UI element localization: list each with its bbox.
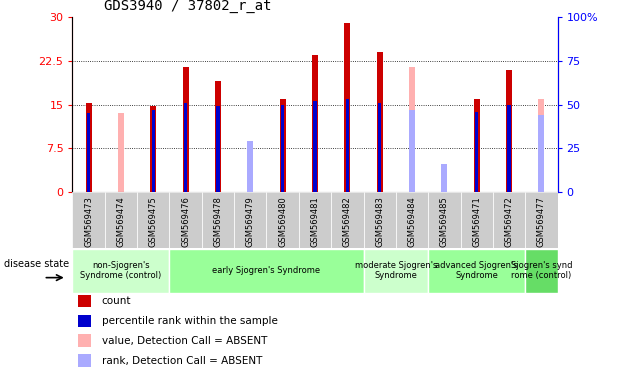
Text: non-Sjogren's
Syndrome (control): non-Sjogren's Syndrome (control) <box>81 261 161 280</box>
Bar <box>152 110 155 192</box>
Bar <box>312 55 318 192</box>
Bar <box>539 99 544 192</box>
Bar <box>377 52 382 192</box>
Text: GSM569485: GSM569485 <box>440 197 449 247</box>
Bar <box>346 99 349 192</box>
Bar <box>461 192 493 248</box>
Text: GSM569482: GSM569482 <box>343 197 352 247</box>
Bar <box>118 113 124 192</box>
Text: GSM569481: GSM569481 <box>311 197 319 247</box>
Bar <box>248 146 253 192</box>
Text: value, Detection Call = ABSENT: value, Detection Call = ABSENT <box>101 336 267 346</box>
Bar <box>77 295 91 307</box>
Bar <box>442 180 447 192</box>
Text: disease state: disease state <box>4 259 69 269</box>
Bar <box>378 103 381 192</box>
Bar <box>77 334 91 347</box>
Text: GSM569471: GSM569471 <box>472 197 481 247</box>
Bar <box>428 192 461 248</box>
Bar <box>525 248 558 293</box>
Bar <box>169 192 202 248</box>
Bar <box>105 192 137 248</box>
Text: advanced Sjogren's
Syndrome: advanced Sjogren's Syndrome <box>435 261 518 280</box>
Bar <box>151 106 156 192</box>
Bar <box>183 67 188 192</box>
Bar <box>86 103 91 192</box>
Bar <box>169 248 364 293</box>
Bar <box>442 164 447 192</box>
Bar <box>345 23 350 192</box>
Bar <box>202 192 234 248</box>
Text: count: count <box>101 296 131 306</box>
Bar <box>539 115 544 192</box>
Bar <box>248 141 253 192</box>
Bar <box>525 192 558 248</box>
Bar <box>72 192 105 248</box>
Text: rank, Detection Call = ABSENT: rank, Detection Call = ABSENT <box>101 356 262 366</box>
Bar <box>493 192 525 248</box>
Bar <box>215 81 221 192</box>
Bar <box>281 105 284 192</box>
Text: GSM569484: GSM569484 <box>408 197 416 247</box>
Bar <box>428 248 525 293</box>
Text: moderate Sjogren's
Syndrome: moderate Sjogren's Syndrome <box>355 261 437 280</box>
Text: GSM569479: GSM569479 <box>246 197 255 247</box>
Bar <box>72 248 169 293</box>
Bar <box>331 192 364 248</box>
Bar <box>364 192 396 248</box>
Text: GSM569473: GSM569473 <box>84 197 93 247</box>
Bar <box>506 70 512 192</box>
Bar <box>475 112 478 192</box>
Bar <box>409 67 415 192</box>
Text: GSM569472: GSM569472 <box>505 197 513 247</box>
Text: GSM569483: GSM569483 <box>375 197 384 247</box>
Bar <box>396 192 428 248</box>
Text: GDS3940 / 37802_r_at: GDS3940 / 37802_r_at <box>104 0 272 13</box>
Bar <box>364 248 428 293</box>
Bar <box>137 192 169 248</box>
Text: GSM569476: GSM569476 <box>181 197 190 247</box>
Bar <box>507 105 511 192</box>
Bar <box>77 314 91 327</box>
Bar <box>299 192 331 248</box>
Bar <box>409 110 415 192</box>
Bar <box>87 113 90 192</box>
Bar <box>266 192 299 248</box>
Bar <box>313 101 317 192</box>
Text: percentile rank within the sample: percentile rank within the sample <box>101 316 277 326</box>
Text: GSM569478: GSM569478 <box>214 197 222 247</box>
Bar <box>216 106 220 192</box>
Bar <box>184 103 187 192</box>
Text: GSM569477: GSM569477 <box>537 197 546 247</box>
Text: early Sjogren's Syndrome: early Sjogren's Syndrome <box>212 266 321 275</box>
Bar <box>234 192 266 248</box>
Text: GSM569480: GSM569480 <box>278 197 287 247</box>
Text: Sjogren's synd
rome (control): Sjogren's synd rome (control) <box>511 261 572 280</box>
Bar <box>474 99 479 192</box>
Bar <box>280 99 285 192</box>
Bar <box>77 354 91 367</box>
Text: GSM569474: GSM569474 <box>117 197 125 247</box>
Text: GSM569475: GSM569475 <box>149 197 158 247</box>
